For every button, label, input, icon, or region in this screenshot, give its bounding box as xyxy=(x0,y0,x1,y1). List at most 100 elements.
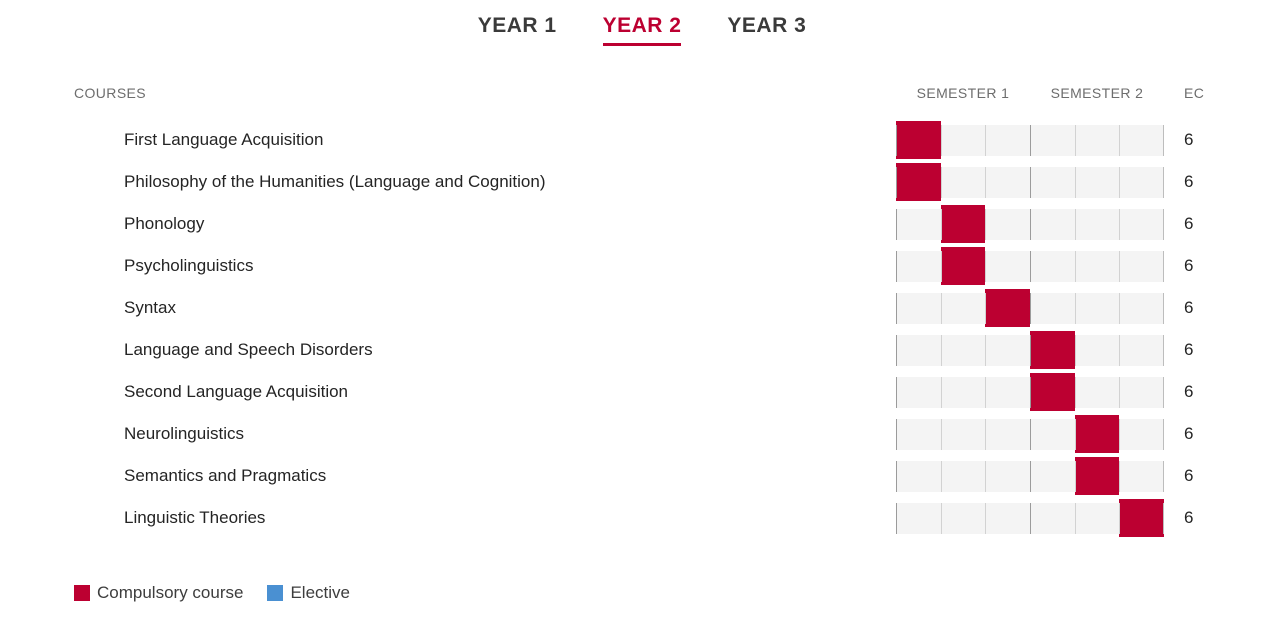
course-row: Phonology 6 xyxy=(74,203,1210,245)
period-divider xyxy=(1119,418,1121,450)
track-right-edge xyxy=(1163,502,1164,534)
period-track xyxy=(896,289,1164,327)
ec-value: 6 xyxy=(1184,382,1194,401)
track-right-edge xyxy=(1163,334,1164,366)
semester-divider xyxy=(1030,250,1031,282)
period-divider xyxy=(1074,334,1076,366)
course-row: Syntax 6 xyxy=(74,287,1210,329)
track-right-edge xyxy=(1163,460,1164,492)
course-name: Phonology xyxy=(124,214,205,233)
period-divider xyxy=(1074,460,1076,492)
ec-value: 6 xyxy=(1184,340,1194,359)
period-divider xyxy=(940,292,942,324)
course-row: Language and Speech Disorders 6 xyxy=(74,329,1210,371)
period-divider xyxy=(1119,166,1121,198)
period-track xyxy=(896,205,1164,243)
course-period-block xyxy=(1030,373,1075,411)
legend-label: Elective xyxy=(290,583,350,602)
period-divider xyxy=(985,460,987,492)
period-divider xyxy=(1119,250,1121,282)
year-tab-2[interactable]: YEAR 2 xyxy=(602,13,682,46)
ec-value: 6 xyxy=(1184,424,1194,443)
period-divider xyxy=(985,124,987,156)
period-divider xyxy=(1119,208,1121,240)
period-divider xyxy=(940,124,942,156)
track-right-edge xyxy=(1163,418,1164,450)
ec-value: 6 xyxy=(1184,130,1194,149)
track-right-edge xyxy=(1163,208,1164,240)
period-divider xyxy=(1119,334,1121,366)
course-table: COURSES SEMESTER 1 SEMESTER 2 EC First L… xyxy=(74,85,1210,539)
period-divider xyxy=(940,208,942,240)
period-divider xyxy=(1074,418,1076,450)
period-divider xyxy=(940,376,942,408)
track-left-edge xyxy=(896,376,897,408)
period-divider xyxy=(985,376,987,408)
period-divider xyxy=(1074,292,1076,324)
legend-swatch-icon xyxy=(267,585,284,601)
period-track xyxy=(896,247,1164,285)
course-name: Psycholinguistics xyxy=(124,256,254,275)
period-track xyxy=(896,121,1164,159)
period-track xyxy=(896,457,1164,495)
period-divider xyxy=(985,292,987,324)
course-row: Neurolinguistics 6 xyxy=(74,413,1210,455)
period-track xyxy=(896,499,1164,537)
track-right-edge xyxy=(1163,250,1164,282)
period-divider xyxy=(1074,250,1076,282)
course-period-block xyxy=(1074,415,1120,453)
period-divider xyxy=(1119,460,1121,492)
period-divider xyxy=(940,334,942,366)
course-name: Neurolinguistics xyxy=(124,424,244,443)
period-track xyxy=(896,415,1164,453)
track-left-edge xyxy=(896,334,897,366)
semester-divider xyxy=(1030,292,1031,324)
year-tab-3[interactable]: YEAR 3 xyxy=(727,14,807,37)
course-name: Second Language Acquisition xyxy=(124,382,349,401)
period-divider xyxy=(940,418,942,450)
period-divider xyxy=(1119,502,1121,534)
course-period-block xyxy=(1119,499,1164,537)
track-left-edge xyxy=(896,502,897,534)
ec-column-header: EC xyxy=(1184,85,1205,101)
course-period-block xyxy=(940,247,986,285)
period-divider xyxy=(985,418,987,450)
course-row: Psycholinguistics 6 xyxy=(74,245,1210,287)
course-period-block xyxy=(896,121,941,159)
course-name: Philosophy of the Humanities (Language a… xyxy=(124,172,546,191)
semester-2-header: SEMESTER 2 xyxy=(1050,85,1144,101)
track-right-edge xyxy=(1163,376,1164,408)
track-left-edge xyxy=(896,124,897,156)
track-left-edge xyxy=(896,418,897,450)
year-tab-1[interactable]: YEAR 1 xyxy=(477,14,557,37)
semester-divider xyxy=(1030,124,1031,156)
semester-divider xyxy=(1030,376,1031,408)
track-left-edge xyxy=(896,166,897,198)
period-divider xyxy=(940,166,942,198)
track-right-edge xyxy=(1163,292,1164,324)
course-period-block xyxy=(1030,331,1075,369)
legend-item: Elective xyxy=(267,583,350,603)
ec-value: 6 xyxy=(1184,214,1194,233)
course-name: First Language Acquisition xyxy=(124,130,324,149)
ec-value: 6 xyxy=(1184,508,1194,527)
period-divider xyxy=(1074,166,1076,198)
period-divider xyxy=(940,460,942,492)
period-divider xyxy=(985,208,987,240)
legend-label: Compulsory course xyxy=(97,583,244,602)
course-period-block xyxy=(940,205,986,243)
legend-item: Compulsory course xyxy=(74,583,243,603)
period-divider xyxy=(940,502,942,534)
course-row: Philosophy of the Humanities (Language a… xyxy=(74,161,1210,203)
period-divider xyxy=(1119,292,1121,324)
ec-value: 6 xyxy=(1184,172,1194,191)
course-name: Linguistic Theories xyxy=(124,508,266,527)
period-divider xyxy=(940,250,942,282)
ec-value: 6 xyxy=(1184,256,1194,275)
period-divider xyxy=(1074,208,1076,240)
period-divider xyxy=(1119,376,1121,408)
course-row: Linguistic Theories 6 xyxy=(74,497,1210,539)
table-header-row: COURSES SEMESTER 1 SEMESTER 2 EC xyxy=(74,85,1210,102)
course-period-block xyxy=(1074,457,1120,495)
legend: Compulsory course Elective xyxy=(74,583,1284,603)
